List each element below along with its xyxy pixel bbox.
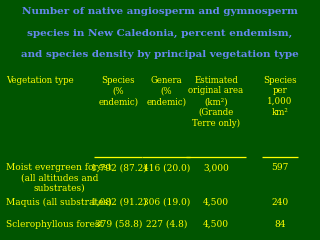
Text: species in New Caledonia, percent endemism,: species in New Caledonia, percent endemi… <box>28 29 292 38</box>
Text: 4,500: 4,500 <box>203 198 229 207</box>
Text: 306 (19.0): 306 (19.0) <box>143 198 190 207</box>
Text: 1,082 (91.2): 1,082 (91.2) <box>91 198 146 207</box>
Text: Vegetation type: Vegetation type <box>6 76 74 85</box>
Text: Sclerophyllous forest: Sclerophyllous forest <box>6 220 104 228</box>
Text: and species density by principal vegetation type: and species density by principal vegetat… <box>21 50 299 59</box>
Text: Species
per
1,000
km²: Species per 1,000 km² <box>263 76 297 117</box>
Text: Genera
(%
endemic): Genera (% endemic) <box>146 76 187 106</box>
Text: 227 (4.8): 227 (4.8) <box>146 220 187 228</box>
Text: 240: 240 <box>271 198 289 207</box>
Text: 597: 597 <box>271 163 289 172</box>
Text: 4,500: 4,500 <box>203 220 229 228</box>
Text: 3,000: 3,000 <box>203 163 229 172</box>
Text: 84: 84 <box>274 220 286 228</box>
Text: Moist evergreen forest
(all altitudes and
substrates): Moist evergreen forest (all altitudes an… <box>6 163 112 193</box>
Text: Number of native angiosperm and gymnosperm: Number of native angiosperm and gymnospe… <box>22 7 298 16</box>
Text: 379 (58.8): 379 (58.8) <box>95 220 142 228</box>
Text: 1,792 (87.2): 1,792 (87.2) <box>91 163 146 172</box>
Text: Species
(%
endemic): Species (% endemic) <box>98 76 139 106</box>
Text: 416 (20.0): 416 (20.0) <box>143 163 190 172</box>
Text: Maquis (all substrates): Maquis (all substrates) <box>6 198 112 207</box>
Text: Estimated
original area
(km²)
(Grande
Terre only): Estimated original area (km²) (Grande Te… <box>188 76 244 128</box>
